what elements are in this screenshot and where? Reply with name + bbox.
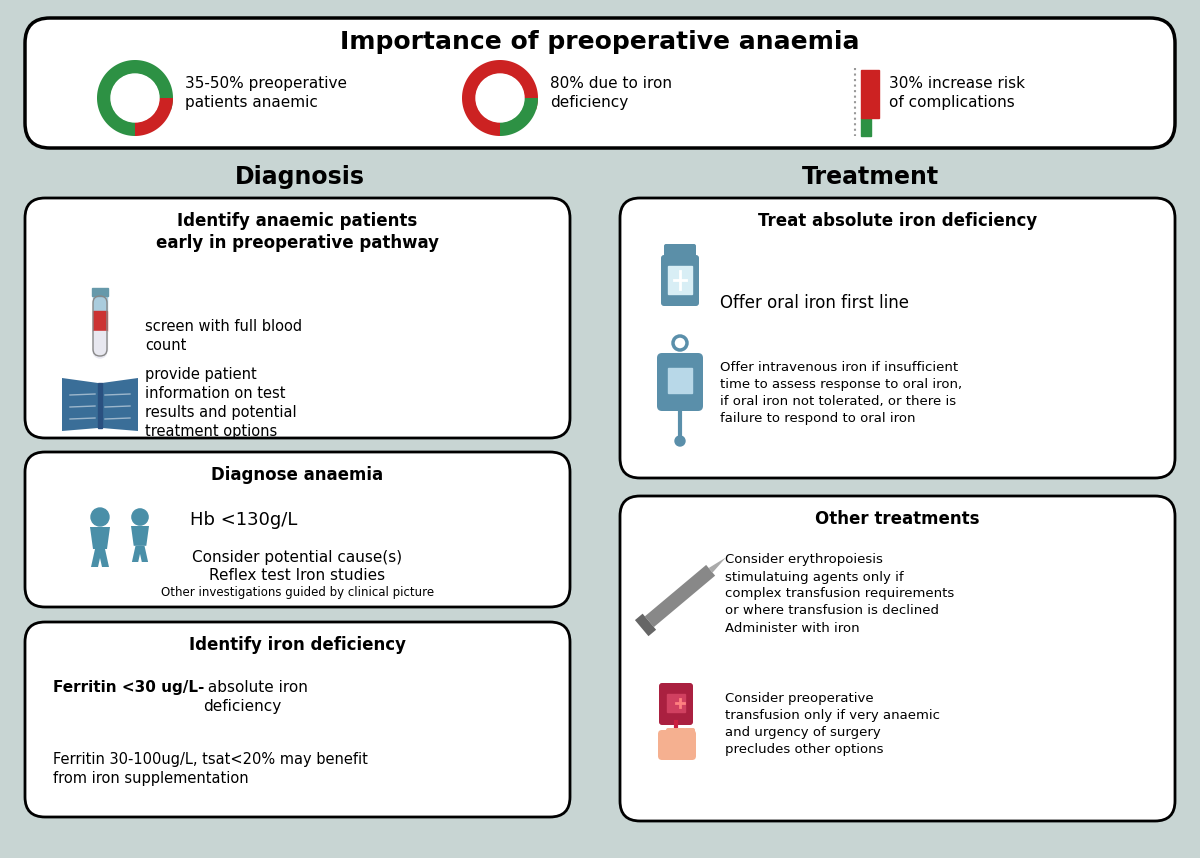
Bar: [94, 296, 107, 311]
FancyBboxPatch shape: [658, 730, 696, 760]
Text: Offer oral iron first line: Offer oral iron first line: [720, 294, 910, 312]
Circle shape: [674, 436, 685, 446]
Bar: [92, 288, 108, 296]
Polygon shape: [709, 558, 726, 572]
Text: 80% due to iron
deficiency: 80% due to iron deficiency: [550, 76, 672, 111]
FancyBboxPatch shape: [620, 496, 1175, 821]
Text: Consider erythropoiesis
stimulatuing agents only if
complex transfusion requirem: Consider erythropoiesis stimulatuing age…: [725, 553, 954, 635]
Polygon shape: [62, 378, 98, 431]
Text: Reflex test Iron studies: Reflex test Iron studies: [210, 568, 385, 583]
Text: Consider preoperative
transfusion only if very anaemic
and urgency of surgery
pr: Consider preoperative transfusion only i…: [725, 692, 940, 756]
FancyBboxPatch shape: [25, 18, 1175, 148]
Text: Ferritin 30-100ug/L, tsat<20% may benefit
from iron supplementation: Ferritin 30-100ug/L, tsat<20% may benefi…: [53, 752, 368, 786]
Circle shape: [112, 74, 158, 122]
Text: screen with full blood
count: screen with full blood count: [145, 318, 302, 353]
Polygon shape: [635, 613, 656, 636]
Polygon shape: [138, 546, 148, 562]
FancyBboxPatch shape: [25, 622, 570, 817]
Circle shape: [476, 74, 524, 122]
FancyBboxPatch shape: [658, 353, 703, 411]
Text: Hb <130g/L: Hb <130g/L: [190, 511, 298, 529]
Polygon shape: [90, 527, 110, 549]
Text: 30% increase risk
of complications: 30% increase risk of complications: [889, 76, 1025, 111]
Text: Treatment: Treatment: [802, 165, 938, 189]
Polygon shape: [97, 60, 173, 136]
FancyBboxPatch shape: [661, 255, 698, 306]
Bar: [94, 331, 107, 351]
Bar: [98, 383, 102, 428]
Bar: [94, 311, 107, 331]
Text: Ferritin <30 ug/L-: Ferritin <30 ug/L-: [53, 680, 204, 695]
Polygon shape: [462, 60, 538, 136]
Text: Consider potential cause(s): Consider potential cause(s): [192, 550, 402, 565]
Text: Identify anaemic patients
early in preoperative pathway: Identify anaemic patients early in preop…: [156, 212, 439, 252]
Text: Other treatments: Other treatments: [815, 510, 979, 528]
Circle shape: [94, 344, 107, 358]
Text: 35-50% preoperative
patients anaemic: 35-50% preoperative patients anaemic: [185, 76, 347, 111]
Text: provide patient
information on test
results and potential
treatment options: provide patient information on test resu…: [145, 366, 296, 439]
Polygon shape: [98, 549, 109, 567]
Polygon shape: [644, 565, 715, 627]
Polygon shape: [131, 526, 149, 546]
Text: Treat absolute iron deficiency: Treat absolute iron deficiency: [758, 212, 1037, 230]
Bar: [668, 368, 692, 393]
Text: Other investigations guided by clinical picture: Other investigations guided by clinical …: [161, 586, 434, 599]
Bar: [862, 70, 878, 118]
Text: absolute iron
deficiency: absolute iron deficiency: [203, 680, 308, 714]
Circle shape: [91, 508, 109, 526]
Bar: [668, 266, 692, 294]
FancyBboxPatch shape: [684, 728, 695, 740]
FancyBboxPatch shape: [666, 728, 677, 740]
Polygon shape: [500, 98, 538, 136]
FancyBboxPatch shape: [25, 198, 570, 438]
FancyBboxPatch shape: [674, 728, 686, 740]
FancyBboxPatch shape: [659, 683, 694, 725]
FancyBboxPatch shape: [25, 452, 570, 607]
Text: Importance of preoperative anaemia: Importance of preoperative anaemia: [341, 30, 859, 54]
Bar: [862, 118, 871, 136]
Text: Identify iron deficiency: Identify iron deficiency: [190, 636, 406, 654]
FancyBboxPatch shape: [620, 198, 1175, 478]
Bar: [667, 694, 685, 712]
Text: Offer intravenous iron if insufficient
time to assess response to oral iron,
if : Offer intravenous iron if insufficient t…: [720, 361, 962, 425]
FancyBboxPatch shape: [664, 244, 696, 260]
Text: Diagnosis: Diagnosis: [235, 165, 365, 189]
Circle shape: [132, 509, 148, 525]
Polygon shape: [134, 98, 173, 136]
Polygon shape: [132, 546, 142, 562]
Polygon shape: [102, 378, 138, 431]
Text: Diagnose anaemia: Diagnose anaemia: [211, 466, 384, 484]
Polygon shape: [91, 549, 102, 567]
